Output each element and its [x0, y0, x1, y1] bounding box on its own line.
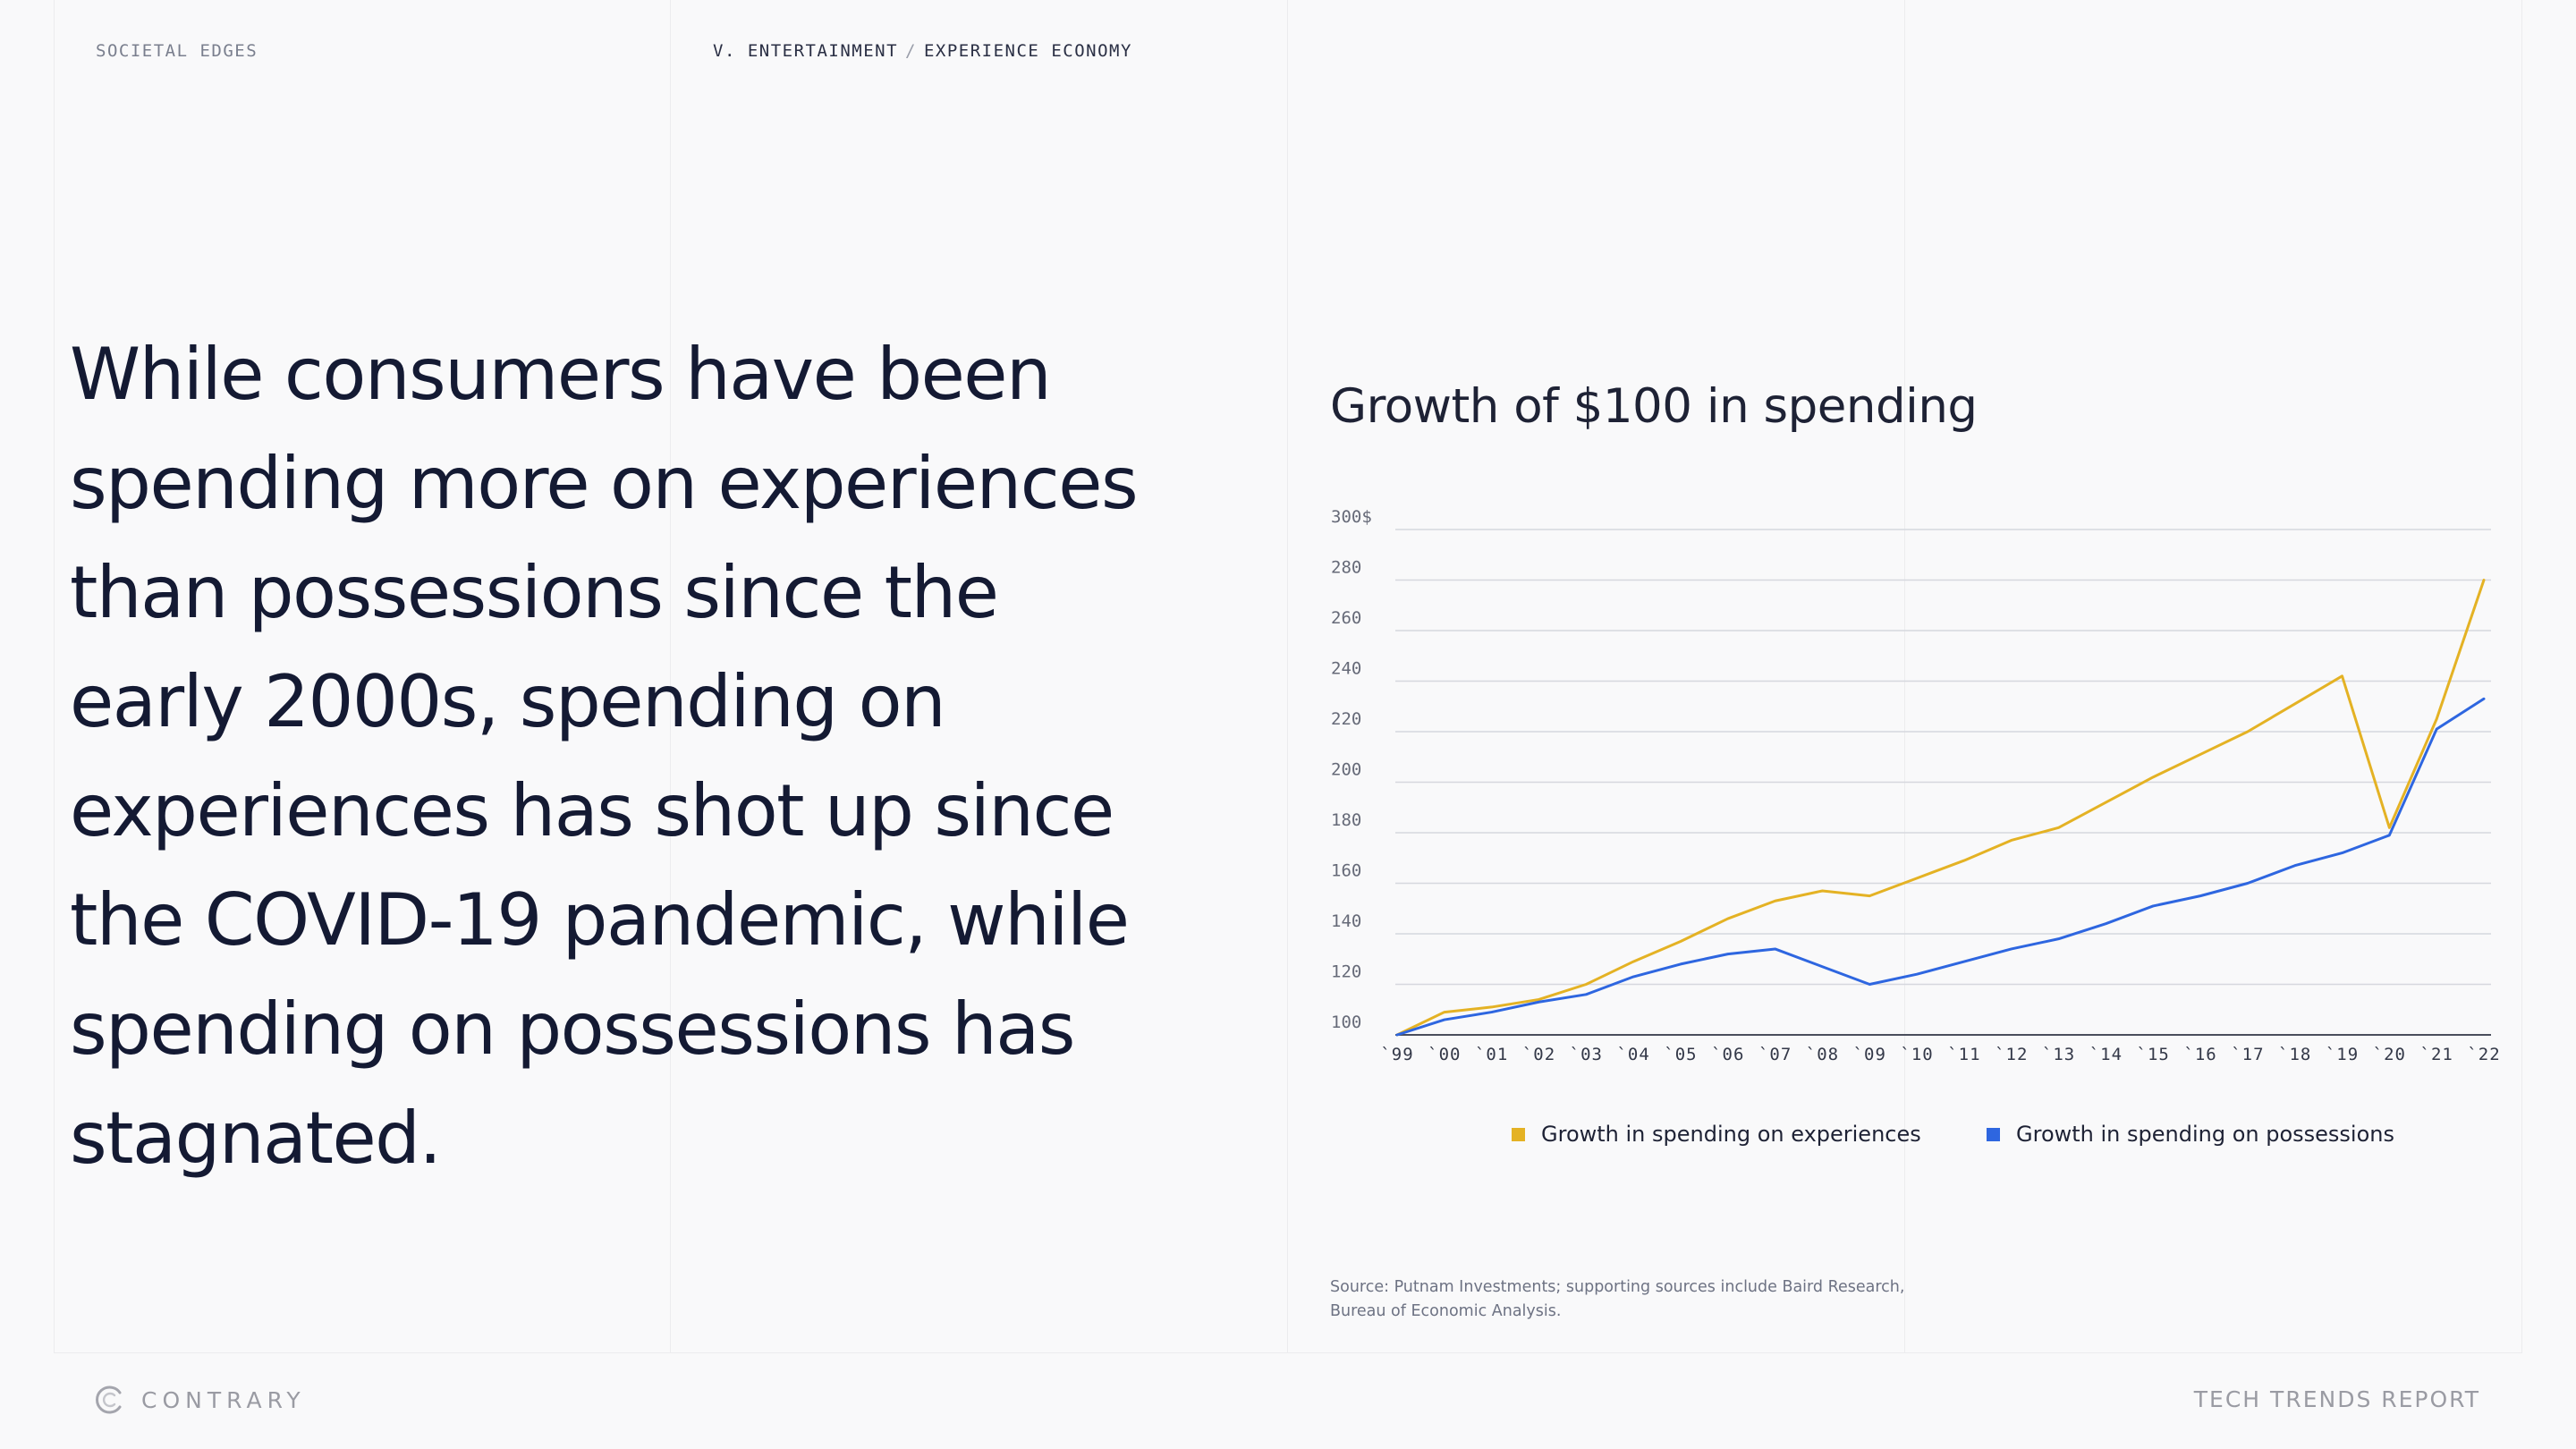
x-tick-label: `99 — [1380, 1045, 1413, 1064]
breadcrumb: V. ENTERTAINMENT / EXPERIENCE ECONOMY — [713, 41, 1132, 61]
x-tick-label: `06 — [1711, 1045, 1744, 1064]
headline: While consumers have been spending more … — [70, 333, 1139, 1180]
y-tick-label: 200 — [1331, 760, 1361, 780]
x-tick-label: `10 — [1900, 1045, 1933, 1064]
y-tick-label: 280 — [1331, 558, 1361, 578]
x-tick-label: `01 — [1475, 1045, 1508, 1064]
x-tick-label: `08 — [1806, 1045, 1839, 1064]
y-tick-label: 180 — [1331, 810, 1361, 830]
legend-item-possessions: Growth in spending on possessions — [1987, 1122, 2394, 1147]
breadcrumb-section: V. ENTERTAINMENT — [713, 41, 899, 61]
source-note: Source: Putnam Investments; supporting s… — [1330, 1278, 1905, 1320]
x-tick-label: `00 — [1428, 1045, 1461, 1064]
report-title: TECH TRENDS REPORT — [2193, 1386, 2480, 1412]
y-tick-label: 160 — [1331, 861, 1361, 881]
y-tick-label: 300$ — [1331, 507, 1372, 527]
x-tick-label: `04 — [1616, 1045, 1649, 1064]
y-tick-label: 140 — [1331, 911, 1361, 931]
legend-label-experiences: Growth in spending on experiences — [1541, 1122, 1921, 1147]
legend-swatch-possessions — [1987, 1127, 2000, 1141]
section-label: SOCIETAL EDGES — [96, 41, 258, 61]
line-chart: 100 120 140 160 180 200 220 240 260 280 300$ `99 `00… — [1331, 507, 2500, 1064]
grid-column-line — [54, 0, 55, 1352]
x-tick-label: `20 — [2373, 1045, 2406, 1064]
grid-column-line — [2521, 0, 2522, 1352]
x-tick-label: `16 — [2183, 1045, 2216, 1064]
x-tick-label: `17 — [2231, 1045, 2264, 1064]
legend-label-possessions: Growth in spending on possessions — [2016, 1122, 2394, 1147]
brand-name: CONTRARY — [141, 1386, 306, 1413]
breadcrumb-subsection: EXPERIENCE ECONOMY — [923, 41, 1132, 61]
x-tick-label: `13 — [2042, 1045, 2075, 1064]
x-tick-label: `22 — [2467, 1045, 2500, 1064]
chart-title: Growth of $100 in spending — [1330, 379, 1978, 434]
x-tick-label: `14 — [2089, 1045, 2123, 1064]
legend-item-experiences: Growth in spending on experiences — [1512, 1122, 1921, 1147]
x-tick-label: `09 — [1853, 1045, 1886, 1064]
y-tick-label: 260 — [1331, 608, 1361, 628]
y-tick-label: 240 — [1331, 659, 1361, 679]
x-tick-label: `19 — [2326, 1045, 2359, 1064]
breadcrumb-separator: / — [905, 41, 917, 61]
contrary-logo-icon — [96, 1385, 122, 1414]
y-tick-label: 220 — [1331, 709, 1361, 729]
grid-column-line — [1287, 0, 1288, 1352]
y-tick-label: 100 — [1331, 1013, 1361, 1032]
x-tick-label: `15 — [2137, 1045, 2170, 1064]
grid-column-line — [670, 0, 671, 1352]
y-tick-label: 120 — [1331, 962, 1361, 982]
grid-column-line — [1904, 0, 1905, 1352]
legend-swatch-experiences — [1512, 1127, 1525, 1141]
brand-logo: CONTRARY — [95, 1385, 306, 1415]
x-tick-label: `21 — [2420, 1045, 2453, 1064]
x-tick-label: `07 — [1758, 1045, 1792, 1064]
series-line-possessions — [1395, 697, 2486, 1037]
x-tick-label: `03 — [1570, 1045, 1603, 1064]
x-tick-label: `12 — [1995, 1045, 2028, 1064]
x-tick-label: `11 — [1947, 1045, 1980, 1064]
footer-divider — [54, 1352, 2522, 1353]
x-tick-label: `02 — [1522, 1045, 1555, 1064]
x-tick-label: `18 — [2278, 1045, 2311, 1064]
series-line-experiences — [1395, 579, 2486, 1037]
x-tick-label: `05 — [1664, 1045, 1697, 1064]
